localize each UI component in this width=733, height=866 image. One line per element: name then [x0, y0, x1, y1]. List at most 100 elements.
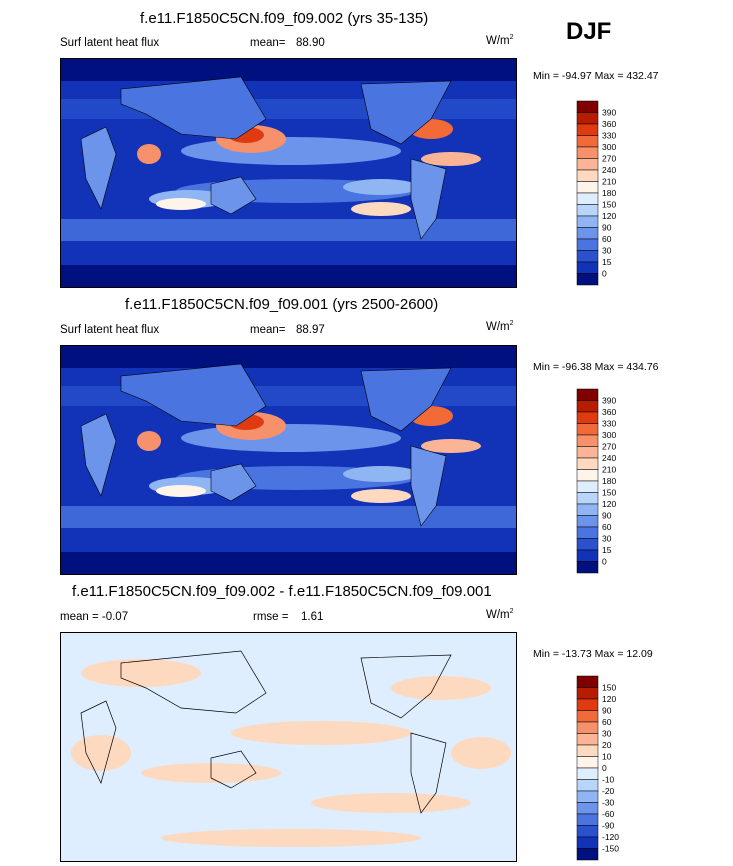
colorbar-tick-label: 0 — [602, 269, 607, 279]
colorbar-tick-label: 180 — [602, 188, 616, 198]
colorbar-swatch — [576, 675, 599, 688]
colorbar-swatch — [576, 181, 599, 194]
colorbar-swatch — [576, 503, 599, 516]
colorbar-tick-label: 150 — [602, 200, 616, 210]
colorbar-tick-label: 330 — [602, 419, 616, 429]
colorbar-swatch — [576, 687, 599, 700]
panel-3-rmse-value: 1.61 — [301, 611, 324, 623]
latent-heat-flux-map-2 — [61, 346, 516, 574]
colorbar-swatch — [576, 411, 599, 424]
colorbar-tick-label: 20 — [602, 740, 612, 750]
panel-2-mean-value: 88.97 — [296, 324, 325, 336]
colorbar-tick-label: 300 — [602, 142, 616, 152]
colorbar-swatch — [576, 790, 599, 803]
colorbar-swatch — [576, 446, 599, 459]
colorbar-tick-label: 360 — [602, 119, 616, 129]
colorbar-tick-label: 240 — [602, 453, 616, 463]
colorbar-swatch — [576, 273, 599, 286]
colorbar-swatch — [576, 480, 599, 493]
colorbar-swatch — [576, 434, 599, 447]
colorbar-swatch — [576, 100, 599, 113]
latent-heat-flux-difference-map — [61, 633, 516, 861]
colorbar-tick-label: 390 — [602, 396, 616, 406]
panel-3-minmax: Min = -13.73 Max = 12.09 — [533, 648, 653, 660]
colorbar-swatch — [576, 802, 599, 815]
colorbar-tick-label: 300 — [602, 430, 616, 440]
colorbar-swatch — [576, 400, 599, 413]
colorbar-tick-label: 120 — [602, 499, 616, 509]
colorbar-tick-label: 30 — [602, 534, 612, 544]
colorbar-swatch — [576, 698, 599, 711]
colorbar-swatch — [576, 767, 599, 780]
colorbar-tick-label: 60 — [602, 717, 612, 727]
colorbar-tick-label: 90 — [602, 223, 612, 233]
colorbar-swatch — [576, 204, 599, 217]
panel-2-colorbar: 390 360 330 300 270 240 210 180 150 120 90 60 30 15 0 — [576, 388, 637, 574]
colorbar-tick-label: 15 — [602, 545, 612, 555]
colorbar-swatch — [576, 825, 599, 838]
panel-1-variable-label: Surf latent heat flux — [60, 37, 160, 49]
colorbar-swatch — [576, 492, 599, 505]
colorbar-swatch — [576, 250, 599, 263]
colorbar-tick-label: 120 — [602, 694, 616, 704]
panel-1-title: f.e11.F1850C5CN.f09_f09.002 (yrs 35-135) — [140, 10, 429, 27]
panel-2-map — [60, 345, 517, 575]
colorbar-tick-label: 120 — [602, 211, 616, 221]
colorbar-swatch — [576, 158, 599, 171]
colorbar-swatch — [576, 135, 599, 148]
colorbar-swatch — [576, 538, 599, 551]
colorbar-swatch — [576, 836, 599, 849]
colorbar-swatch — [576, 515, 599, 528]
colorbar-swatch — [576, 469, 599, 482]
latent-heat-flux-map-1 — [61, 59, 516, 287]
colorbar-swatch — [576, 733, 599, 746]
colorbar-tick-label: -90 — [602, 821, 615, 831]
colorbar-tick-label: 150 — [602, 488, 616, 498]
colorbar-tick-label: 90 — [602, 511, 612, 521]
panel-1-colorbar: 390 360 330 300 270 240 210 180 150 120 90 60 30 15 0 — [576, 100, 637, 286]
colorbar-swatch — [576, 457, 599, 470]
colorbar-swatch — [576, 756, 599, 769]
colorbar-tick-label: 210 — [602, 465, 616, 475]
colorbar-swatch — [576, 721, 599, 734]
colorbar-tick-label: 60 — [602, 234, 612, 244]
colorbar-swatch — [576, 423, 599, 436]
colorbar-swatch — [576, 779, 599, 792]
colorbar-tick-label: -150 — [602, 844, 619, 854]
colorbar-tick-label: 240 — [602, 165, 616, 175]
panel-3-mean-label: mean = -0.07 — [60, 611, 129, 623]
colorbar-tick-label: 15 — [602, 257, 612, 267]
colorbar-swatch — [576, 388, 599, 401]
colorbar-swatch — [576, 549, 599, 562]
season-label: DJF — [566, 18, 612, 45]
colorbar-tick-label: 90 — [602, 706, 612, 716]
panel-3-rmse-label: rmse = — [253, 611, 289, 623]
colorbar-swatch — [576, 169, 599, 182]
colorbar-swatch — [576, 848, 599, 861]
colorbar-tick-label: 360 — [602, 407, 616, 417]
colorbar-tick-label: 270 — [602, 154, 616, 164]
colorbar-tick-label: 150 — [602, 683, 616, 693]
colorbar-swatch — [576, 710, 599, 723]
panel-1-mean-label: mean= — [250, 37, 286, 49]
colorbar-tick-label: 30 — [602, 246, 612, 256]
colorbar-swatch — [576, 238, 599, 251]
colorbar-tick-label: 10 — [602, 752, 612, 762]
colorbar-tick-label: -30 — [602, 798, 615, 808]
colorbar-tick-label: 30 — [602, 729, 612, 739]
colorbar-tick-label: -60 — [602, 809, 615, 819]
panel-1-mean-value: 88.90 — [296, 37, 325, 49]
panel-3-map — [60, 632, 517, 862]
panel-3-units: W/m2 — [486, 608, 514, 621]
colorbar-swatch — [576, 526, 599, 539]
panel-2-units: W/m2 — [486, 320, 514, 333]
colorbar-swatch — [576, 192, 599, 205]
colorbar-swatch — [576, 813, 599, 826]
panel-2-mean-label: mean= — [250, 324, 286, 336]
colorbar-swatch — [576, 561, 599, 574]
panel-2-title: f.e11.F1850C5CN.f09_f09.001 (yrs 2500-26… — [125, 296, 439, 313]
panel-2-variable-label: Surf latent heat flux — [60, 324, 160, 336]
panel-1-minmax: Min = -94.97 Max = 432.47 — [533, 70, 659, 82]
